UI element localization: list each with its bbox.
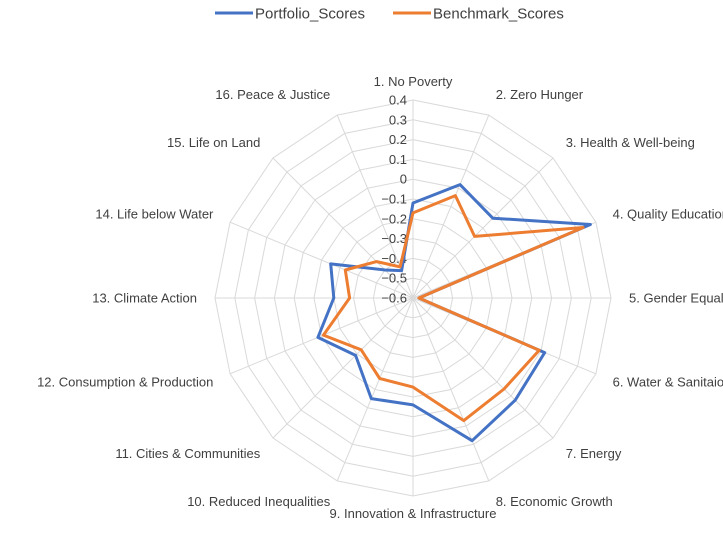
legend-label: Benchmark_Scores — [433, 6, 564, 23]
category-label: 7. Energy — [566, 446, 622, 461]
series-line-portfolio-scores — [316, 183, 592, 443]
grid-ring — [214, 99, 612, 497]
category-label: 10. Reduced Inequalities — [187, 494, 331, 509]
tick-labels: 0.40.30.20.10−0.1−0.2−0.3−0.4−0.5−0.6 — [381, 93, 407, 306]
tick-label: −0.5 — [381, 271, 407, 286]
legend: Portfolio_Scores Benchmark_Scores — [215, 6, 564, 23]
grid-ring — [293, 178, 533, 418]
tick-label: −0.2 — [381, 211, 407, 226]
category-label: 13. Climate Action — [92, 291, 197, 306]
category-label: 16. Peace & Justice — [215, 87, 330, 102]
category-label: 14. Life below Water — [95, 206, 214, 221]
radar-grid — [214, 99, 612, 497]
category-label: 2. Zero Hunger — [496, 87, 584, 102]
series-group — [316, 183, 592, 443]
category-label: 6. Water & Sanitaion — [613, 375, 723, 390]
tick-label: 0.2 — [389, 132, 407, 147]
tick-label: −0.6 — [381, 291, 407, 306]
category-label: 1. No Poverty — [374, 74, 453, 89]
series-line-benchmark-scores — [321, 194, 585, 423]
category-label: 8. Economic Growth — [496, 494, 613, 509]
legend-label: Portfolio_Scores — [255, 6, 365, 23]
tick-label: −0.3 — [381, 231, 407, 246]
category-label: 5. Gender Equality — [629, 291, 723, 306]
tick-label: −0.1 — [381, 192, 407, 207]
grid-ring — [333, 218, 493, 378]
grid-ring — [273, 158, 553, 438]
tick-label: 0 — [400, 172, 407, 187]
grid-ring — [313, 198, 513, 398]
grid-ring — [392, 277, 434, 319]
category-label: 12. Consumption & Production — [37, 375, 213, 390]
category-label: 9. Innovation & Infrastructure — [330, 506, 497, 521]
tick-label: 0.4 — [389, 93, 407, 108]
category-label: 15. Life on Land — [167, 135, 260, 150]
grid-ring — [234, 119, 592, 477]
tick-label: 0.1 — [389, 152, 407, 167]
grid-ring — [372, 257, 454, 339]
tick-label: 0.3 — [389, 112, 407, 127]
category-labels: 1. No Poverty 2. Zero Hunger 3. Health & W… — [37, 74, 723, 521]
category-label: 11. Cities & Communities — [115, 446, 260, 461]
category-label: 4. Quality Education — [613, 206, 723, 221]
category-label: 3. Health & Well-being — [566, 135, 695, 150]
